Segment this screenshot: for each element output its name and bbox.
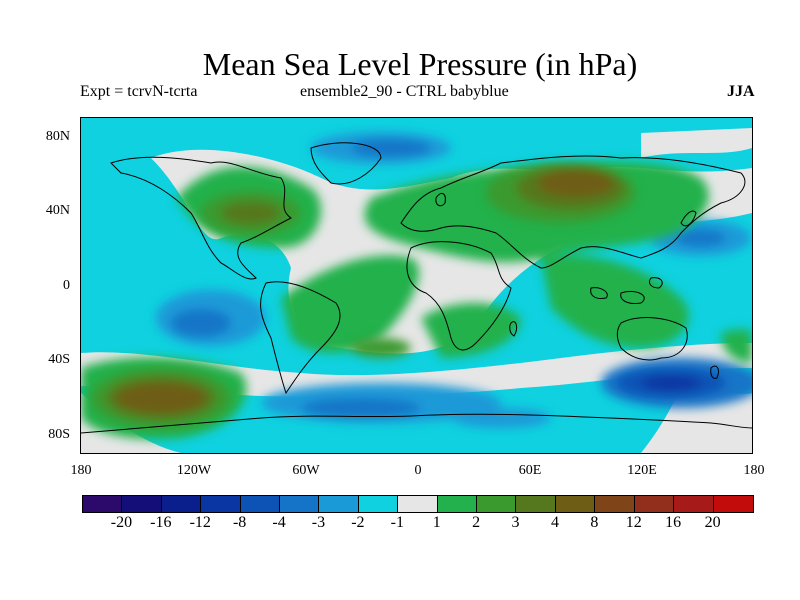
colorbar-segment: [122, 496, 162, 512]
map-plot: [80, 117, 753, 454]
colorbar-segment: [240, 496, 281, 512]
colorbar-segment: [634, 496, 675, 512]
experiment-label: Expt = tcrvN-tcrta: [80, 83, 198, 100]
colorbar-label: -16: [150, 514, 172, 531]
colorbar-label: -8: [232, 514, 247, 531]
colorbar-label: -1: [390, 514, 404, 531]
colorbar-label: 8: [590, 514, 599, 531]
colorbar-segment: [477, 496, 517, 512]
colorbar-label: 12: [625, 514, 642, 531]
colorbar-label: 2: [472, 514, 481, 531]
colorbar-segment: [319, 496, 359, 512]
colorbar-segment: [161, 496, 202, 512]
colorbar-label: -12: [189, 514, 211, 531]
lat-label-40s: 40S: [48, 352, 70, 367]
colorbar-label: -4: [272, 514, 286, 531]
colorbar-segment: [555, 496, 596, 512]
colorbar-segment: [280, 496, 320, 512]
colorbar-label: 16: [665, 514, 682, 531]
lon-label-120w: 120W: [176, 463, 212, 478]
colorbar-label: 1: [432, 514, 441, 531]
lon-label-120e: 120E: [627, 463, 657, 478]
colorbar-segment: [398, 496, 438, 512]
lat-label-0: 0: [63, 278, 70, 293]
colorbar-label: -2: [351, 514, 365, 531]
lon-label-180-right: 180: [743, 463, 765, 478]
ensemble-label: ensemble2_90 - CTRL babyblue: [300, 83, 509, 100]
lon-label-0: 0: [414, 463, 422, 478]
colorbar-segment: [437, 496, 478, 512]
colorbar-segment: [595, 496, 635, 512]
colorbar-label: 4: [550, 514, 559, 531]
colorbar-label: 3: [511, 514, 520, 531]
lat-label-80s: 80S: [48, 427, 70, 442]
map-title: Mean Sea Level Pressure (in hPa): [202, 46, 638, 82]
season-label: JJA: [727, 83, 755, 100]
colorbar-label: 20: [704, 514, 721, 531]
colorbar-segment: [201, 496, 241, 512]
colorbar: [82, 495, 754, 513]
colorbar-segment: [674, 496, 714, 512]
lat-label-40n: 40N: [45, 203, 70, 218]
colorbar-segment: [83, 496, 123, 512]
colorbar-label: -20: [110, 514, 133, 531]
lon-label-60w: 60W: [292, 463, 320, 478]
colorbar-segment: [358, 496, 399, 512]
lon-label-180-left: 180: [70, 463, 92, 478]
lat-label-80n: 80N: [45, 129, 70, 144]
lon-label-60e: 60E: [518, 463, 542, 478]
map-field: [81, 118, 752, 453]
colorbar-label: -3: [311, 514, 326, 531]
colorbar-segment: [516, 496, 556, 512]
colorbar-segment: [713, 496, 753, 512]
